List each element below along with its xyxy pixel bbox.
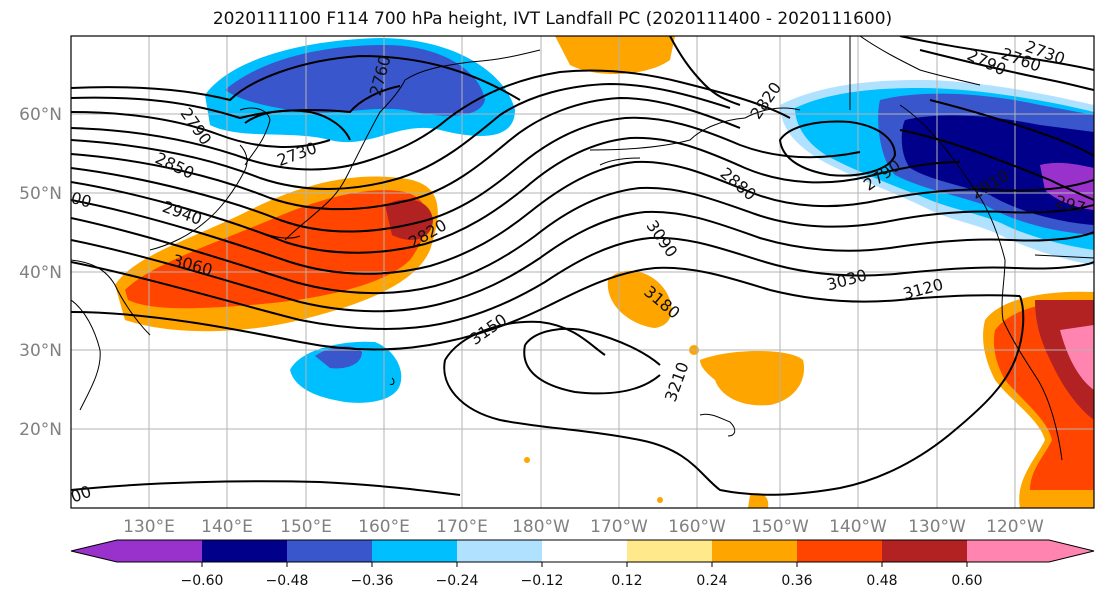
colorbar-bin [967, 540, 1049, 562]
lon-label: 150°E [280, 517, 332, 537]
colorbar-tick-label: −0.24 [436, 573, 479, 589]
colorbar-bin [627, 540, 712, 562]
height-contours [71, 36, 1094, 496]
lon-label: 170°E [436, 517, 488, 537]
contour-label: 00 [68, 482, 94, 507]
lon-label: 140°W [829, 517, 887, 537]
lon-label: 130°E [123, 517, 175, 537]
colorbar: −0.60 −0.48 −0.36 −0.24 −0.12 0.12 0.24 … [70, 539, 1095, 589]
colorbar-outline [70, 539, 1095, 563]
colorbar-tick-label: −0.48 [266, 573, 309, 589]
colorbar-bin [882, 540, 967, 562]
colorbar-tick-label: −0.60 [181, 573, 224, 589]
colorbar-tick-label: 0.60 [951, 573, 982, 589]
lon-label: 170°W [590, 517, 648, 537]
map-frame [70, 35, 1095, 509]
contour-label: 00 [69, 188, 94, 212]
colorbar-tick-label: −0.36 [351, 573, 394, 589]
latitude-labels: 60°N 50°N 40°N 30°N 20°N [19, 105, 62, 440]
coastlines [71, 36, 1094, 461]
colorbar-ticks [201, 562, 968, 567]
colorbar-tick-label: 0.12 [611, 573, 642, 589]
colorbar-bin [712, 540, 797, 562]
colorbar-bin [287, 540, 372, 562]
map-title: 2020111100 F114 700 hPa height, IVT Land… [212, 9, 893, 29]
colorbar-bin [542, 540, 627, 562]
colorbar-bin [117, 540, 202, 562]
lat-label: 50°N [19, 184, 62, 204]
longitude-labels: 130°E 140°E 150°E 160°E 170°E 180°W 170°… [123, 517, 1044, 537]
colorbar-tick-label: 0.24 [696, 573, 727, 589]
lat-label: 60°N [19, 105, 62, 125]
colorbar-bin [797, 540, 882, 562]
colorbar-tick-label: 0.48 [866, 573, 897, 589]
colorbar-extend-high [1049, 540, 1094, 562]
lon-label: 180°W [512, 517, 570, 537]
colorbar-tick-label: 0.36 [781, 573, 812, 589]
lat-label: 30°N [19, 341, 62, 361]
lon-label: 120°W [986, 517, 1044, 537]
lon-label: 140°E [201, 517, 253, 537]
lat-label: 20°N [19, 420, 62, 440]
colorbar-bin [372, 540, 457, 562]
colorbar-bin [202, 540, 287, 562]
lon-label: 160°E [358, 517, 410, 537]
lat-label: 40°N [19, 263, 62, 283]
colorbar-extend-low [71, 540, 117, 562]
lon-label: 130°W [908, 517, 966, 537]
lon-label: 160°W [668, 517, 726, 537]
colorbar-bin [457, 540, 542, 562]
lon-label: 150°W [751, 517, 809, 537]
colorbar-tick-label: −0.12 [521, 573, 564, 589]
